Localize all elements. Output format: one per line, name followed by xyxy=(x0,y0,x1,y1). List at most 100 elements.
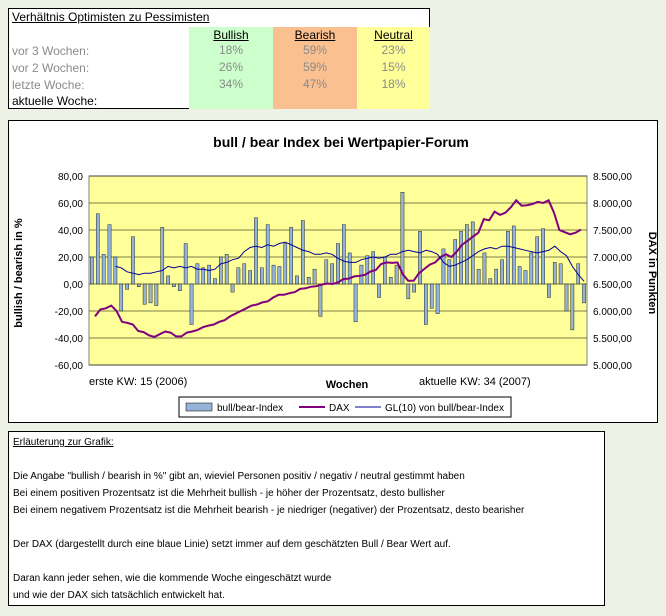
legend-label-bars: bull/bear-Index xyxy=(217,403,283,414)
bar xyxy=(213,278,217,285)
bar xyxy=(312,268,317,285)
bar xyxy=(330,263,334,285)
y-tick-label: 0,00 xyxy=(64,280,84,291)
bar xyxy=(353,283,358,322)
bar xyxy=(476,268,481,285)
bar xyxy=(172,283,176,287)
bar xyxy=(101,254,106,285)
bar xyxy=(125,283,129,290)
bar xyxy=(347,252,352,285)
cell-bullish-3w: 18% xyxy=(218,43,244,57)
bar xyxy=(453,239,457,285)
bar xyxy=(459,231,463,285)
bar xyxy=(230,283,235,293)
header-bullish: Bullish xyxy=(213,28,249,42)
cell-neutral-3w: 23% xyxy=(381,43,406,57)
cell-bearish-last: 47% xyxy=(302,77,328,91)
bar xyxy=(388,277,393,285)
bar xyxy=(277,266,282,285)
legend-label-gl10: GL(10) von bull/bear-Index xyxy=(385,403,504,414)
bar xyxy=(148,283,153,304)
y2-axis-label: DAX in Punkten xyxy=(646,232,657,315)
bar xyxy=(541,228,545,285)
bar xyxy=(465,224,469,285)
bar xyxy=(336,243,340,285)
y-tick-label: -40,00 xyxy=(55,334,84,345)
bar xyxy=(377,283,381,298)
y-tick-label: 60,00 xyxy=(58,199,83,210)
explanation-line: Bei einem negativem Prozentsatz ist die … xyxy=(13,505,525,516)
y-tick-label: 20,00 xyxy=(58,253,83,264)
bar xyxy=(547,283,551,298)
cell-neutral-last: 18% xyxy=(381,77,406,91)
bar xyxy=(342,224,346,285)
explanation-heading: Erläuterung zur Grafik: xyxy=(13,437,114,448)
legend-label-dax: DAX xyxy=(329,403,350,414)
bar xyxy=(236,267,241,285)
bar xyxy=(394,264,399,285)
y2-tick-label: 8.500,00 xyxy=(593,172,632,183)
dax-line xyxy=(94,198,582,338)
bar xyxy=(558,263,563,285)
bar xyxy=(564,283,569,312)
bar xyxy=(506,231,510,285)
legend-box xyxy=(178,396,512,418)
bar xyxy=(248,270,252,285)
bar xyxy=(254,217,258,285)
y-tick-label: -20,00 xyxy=(55,307,84,318)
bar xyxy=(318,283,323,317)
y2-tick-label: 8.000,00 xyxy=(593,199,632,210)
bar xyxy=(365,255,370,285)
bar xyxy=(511,225,516,285)
row-label-3w: vor 3 Wochen: xyxy=(12,44,90,58)
header-bearish: Bearish xyxy=(294,28,336,42)
bar xyxy=(283,243,288,285)
bar xyxy=(371,251,375,285)
bar xyxy=(224,254,229,285)
y2-tick-label: 7.000,00 xyxy=(593,253,632,264)
bar xyxy=(107,224,112,285)
bar xyxy=(271,264,276,285)
bar xyxy=(90,256,94,285)
bar xyxy=(383,256,387,285)
bar xyxy=(406,283,411,300)
bar xyxy=(570,283,575,331)
y2-tick-label: 6.500,00 xyxy=(593,280,632,291)
bar xyxy=(529,252,534,285)
cell-bullish-last: 34% xyxy=(218,77,244,91)
bar xyxy=(142,283,147,305)
explanation-line: Der DAX (dargestellt durch eine blaue Li… xyxy=(13,539,451,550)
column-bullish: Bullish 18% 26% 34% xyxy=(189,27,273,109)
bar xyxy=(301,220,305,285)
legend: bull/bear-Index DAX GL(10) von bull/bear… xyxy=(178,396,512,418)
sentiment-table: Verhältnis Optimisten zu Pessimisten vor… xyxy=(8,8,430,109)
bar xyxy=(523,270,528,285)
chart-title: bull / bear Index bei Wertpapier-Forum xyxy=(213,134,469,150)
y2-tick-label: 6.000,00 xyxy=(593,307,632,318)
x-last-label: aktuelle KW: 34 (2007) xyxy=(419,376,531,388)
explanation-line: Die Angabe "bullish / bearish in %" gibt… xyxy=(13,471,465,482)
bar xyxy=(418,231,422,285)
bar xyxy=(324,259,329,285)
bar xyxy=(219,256,223,285)
bar xyxy=(306,277,311,285)
bar xyxy=(195,263,200,285)
bar xyxy=(119,283,124,312)
column-bearish: Bearish 59% 59% 47% xyxy=(273,27,357,109)
cell-bearish-3w: 59% xyxy=(302,43,328,57)
bar xyxy=(400,191,405,285)
bar xyxy=(441,248,446,285)
bar xyxy=(154,283,159,306)
cell-bearish-2w: 59% xyxy=(302,60,328,74)
column-neutral: Neutral 23% 15% 18% xyxy=(357,27,430,109)
bar xyxy=(447,259,452,285)
y-tick-label: 40,00 xyxy=(58,226,83,237)
bar xyxy=(494,268,498,285)
y-axis-label: bullish / bearish in % xyxy=(13,218,25,328)
bar xyxy=(470,221,475,285)
y2-tick-label: 5.000,00 xyxy=(593,361,632,372)
bar xyxy=(424,283,428,325)
row-label-last: letzte Woche: xyxy=(12,78,85,92)
bar xyxy=(166,275,170,285)
bar xyxy=(435,283,440,314)
